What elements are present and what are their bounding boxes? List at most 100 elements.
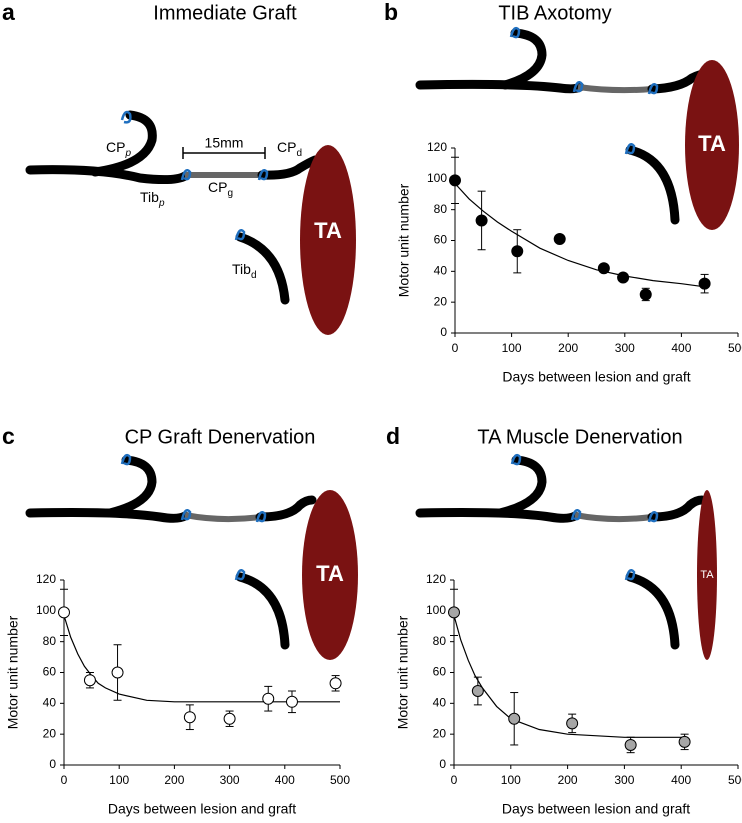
panel-letter: c: [2, 423, 15, 449]
point: [329, 677, 342, 690]
muscle: [697, 490, 717, 660]
x-tick-label: 400: [671, 773, 691, 787]
muscle-label: TA: [316, 561, 344, 586]
point: [475, 214, 488, 227]
suture: [255, 511, 267, 523]
point: [624, 738, 637, 751]
x-axis-label: Days between lesion and graft: [108, 801, 296, 817]
x-tick-label: 100: [109, 773, 129, 787]
y-tick-label: 60: [434, 233, 448, 247]
point: [285, 695, 298, 708]
suture: [570, 509, 582, 521]
suture: [510, 453, 522, 466]
nerve-branch: [105, 455, 157, 518]
x-tick-label: 200: [164, 773, 184, 787]
y-tick-label: 100: [427, 171, 447, 185]
label-main: Tib: [140, 189, 159, 205]
nerve: [647, 495, 707, 522]
point: [262, 692, 275, 705]
y-tick-label: 40: [43, 696, 57, 710]
suture: [180, 509, 192, 521]
panel-letter: d: [386, 423, 400, 449]
point: [678, 735, 691, 748]
y-tick-label: 40: [433, 696, 447, 710]
diagram-b: TA: [415, 26, 739, 230]
x-tick-label: 200: [558, 341, 578, 355]
point: [617, 271, 630, 284]
muscle-label: TA: [314, 218, 342, 243]
label-sub: g: [227, 188, 233, 199]
point: [58, 606, 70, 619]
nerve-label: Tibd: [232, 261, 257, 281]
panel-letter: a: [2, 0, 15, 25]
label-sub: p: [124, 148, 131, 159]
nerve-branch: [235, 232, 290, 305]
y-tick-label: 20: [433, 726, 447, 740]
x-tick-label: 500: [728, 341, 742, 355]
y-tick-label: 20: [434, 294, 448, 308]
nerve-label: CPg: [208, 179, 233, 199]
nerve: [255, 495, 317, 522]
panel-title: TA Muscle Denervation: [477, 426, 682, 448]
suture: [120, 110, 132, 124]
y-tick-label: 80: [434, 202, 448, 216]
x-tick-label: 100: [502, 341, 522, 355]
y-axis-label: Motor unit number: [5, 615, 21, 729]
y-tick-label: 120: [427, 140, 447, 154]
x-tick-label: 0: [61, 773, 68, 787]
y-axis-label: Motor unit number: [395, 615, 411, 729]
label-main: CP: [106, 139, 125, 155]
nerve: [25, 508, 190, 523]
nerve-branch: [495, 455, 547, 518]
y-tick-label: 80: [43, 634, 57, 648]
y-tick-label: 100: [36, 603, 56, 617]
nerve-branch: [500, 28, 547, 90]
nerve-branch: [235, 572, 290, 650]
label-sub: d: [251, 270, 257, 281]
x-tick-label: 500: [728, 773, 742, 787]
y-axis-label: Motor unit number: [396, 183, 412, 297]
point: [698, 277, 711, 290]
point: [511, 245, 524, 258]
suture: [624, 569, 636, 581]
panel-title: CP Graft Denervation: [125, 426, 316, 448]
scale-label: 15mm: [205, 135, 244, 151]
x-axis-label: Days between lesion and graft: [502, 369, 690, 385]
y-tick-label: 120: [426, 572, 446, 586]
nerve-branch: [625, 572, 680, 650]
nerve: [257, 155, 320, 180]
label-sub: p: [158, 198, 165, 209]
point: [448, 606, 460, 619]
x-tick-label: 400: [275, 773, 295, 787]
point: [566, 717, 579, 730]
x-tick-label: 400: [671, 341, 691, 355]
nerve: [415, 508, 580, 523]
y-tick-label: 0: [439, 757, 446, 771]
suture: [234, 229, 246, 241]
fit-curve: [453, 615, 687, 738]
nerve-branch: [625, 145, 680, 225]
point: [597, 262, 610, 275]
point: [83, 674, 96, 687]
panel-title: TIB Axotomy: [498, 2, 611, 24]
nerve-label: CPd: [277, 139, 302, 159]
x-tick-label: 0: [452, 341, 459, 355]
suture: [180, 169, 192, 181]
diagram-a: 15mm CPp CPd CPg Tibp Tibd TA: [25, 110, 356, 335]
x-tick-label: 0: [451, 773, 458, 787]
y-tick-label: 120: [36, 572, 56, 586]
suture: [572, 81, 584, 93]
diagram-d: TA: [415, 453, 717, 660]
y-tick-label: 20: [43, 726, 57, 740]
diagram-c: TA: [25, 453, 358, 660]
nerve-label: CPp: [106, 139, 131, 159]
graft: [184, 512, 261, 523]
nerve: [25, 165, 190, 185]
label-main: CP: [208, 179, 227, 195]
x-tick-label: 500: [330, 773, 350, 787]
x-tick-label: 300: [614, 773, 634, 787]
point: [111, 666, 124, 679]
muscle: [685, 60, 739, 230]
muscle-label: TA: [698, 131, 726, 156]
